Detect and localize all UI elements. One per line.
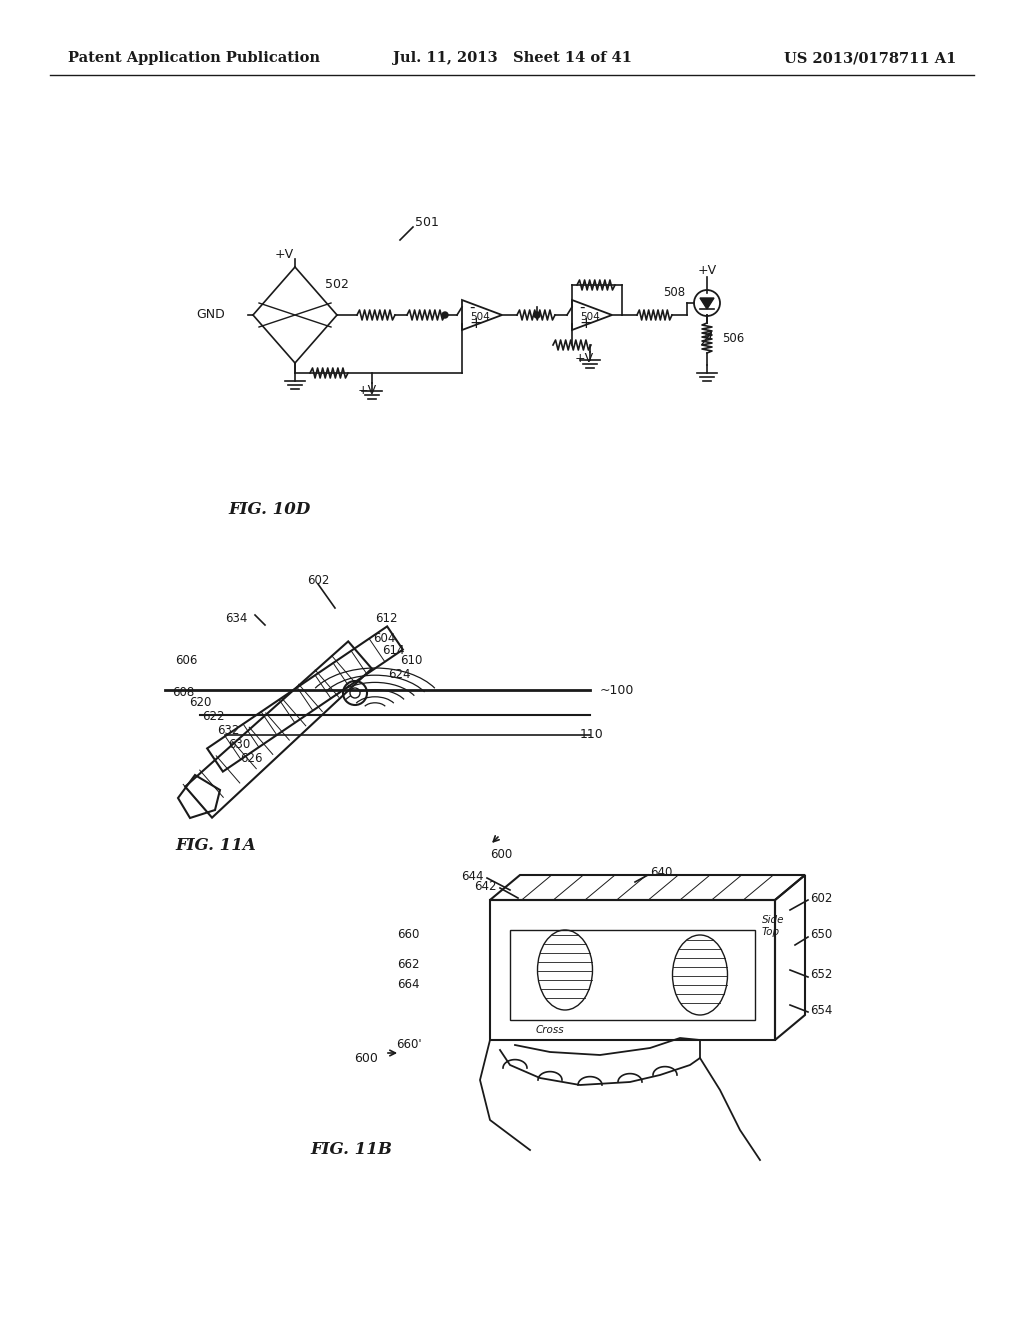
Text: 622: 622	[203, 710, 225, 723]
Text: 506: 506	[722, 331, 744, 345]
Text: +: +	[469, 317, 481, 331]
Text: -: -	[579, 300, 585, 314]
Text: Patent Application Publication: Patent Application Publication	[68, 51, 319, 65]
Text: +: +	[579, 317, 592, 331]
Text: 600: 600	[354, 1052, 378, 1064]
Text: 660: 660	[397, 928, 420, 941]
Text: ~100: ~100	[600, 684, 635, 697]
Text: 602: 602	[810, 891, 833, 904]
Text: +V: +V	[574, 352, 594, 366]
Text: FIG. 10D: FIG. 10D	[228, 502, 310, 519]
Text: Top: Top	[762, 927, 780, 937]
Text: FIG. 11A: FIG. 11A	[175, 837, 256, 854]
Text: 608: 608	[172, 685, 194, 698]
Text: FIG. 11B: FIG. 11B	[310, 1142, 392, 1159]
Text: US 2013/0178711 A1: US 2013/0178711 A1	[783, 51, 956, 65]
Text: 624: 624	[388, 668, 411, 681]
Text: 620: 620	[189, 697, 212, 710]
Text: 650: 650	[810, 928, 833, 941]
Text: 614: 614	[382, 644, 404, 657]
Text: 626: 626	[241, 751, 263, 764]
Circle shape	[534, 312, 540, 318]
Text: Cross: Cross	[536, 1026, 564, 1035]
Text: 612: 612	[375, 611, 397, 624]
Text: 508: 508	[663, 286, 685, 300]
Circle shape	[350, 688, 360, 698]
Text: 662: 662	[397, 958, 420, 972]
Text: 654: 654	[810, 1003, 833, 1016]
Text: 110: 110	[580, 729, 604, 742]
Text: 644: 644	[462, 870, 484, 883]
Text: 602: 602	[307, 573, 329, 586]
Text: 642: 642	[474, 880, 497, 894]
Text: +V: +V	[275, 248, 294, 261]
Text: 634: 634	[224, 611, 247, 624]
Text: Jul. 11, 2013   Sheet 14 of 41: Jul. 11, 2013 Sheet 14 of 41	[392, 51, 632, 65]
Text: +V: +V	[697, 264, 717, 276]
Text: 604: 604	[373, 631, 395, 644]
Text: 600: 600	[490, 849, 512, 862]
Circle shape	[442, 312, 449, 318]
Text: 630: 630	[227, 738, 250, 751]
Text: 652: 652	[810, 969, 833, 982]
Text: 632: 632	[218, 725, 240, 738]
Text: 610: 610	[400, 655, 422, 668]
Text: 660': 660'	[396, 1039, 422, 1052]
Text: 504: 504	[470, 312, 489, 322]
Text: +V: +V	[357, 384, 377, 397]
Text: GND: GND	[197, 309, 225, 322]
Text: 606: 606	[175, 653, 197, 667]
Text: 501: 501	[415, 215, 439, 228]
Text: -: -	[469, 300, 474, 314]
Text: 504: 504	[581, 312, 600, 322]
Text: 664: 664	[397, 978, 420, 991]
Polygon shape	[700, 298, 714, 309]
Text: 640: 640	[650, 866, 673, 879]
Text: 502: 502	[325, 279, 349, 292]
Text: Side: Side	[762, 915, 784, 925]
